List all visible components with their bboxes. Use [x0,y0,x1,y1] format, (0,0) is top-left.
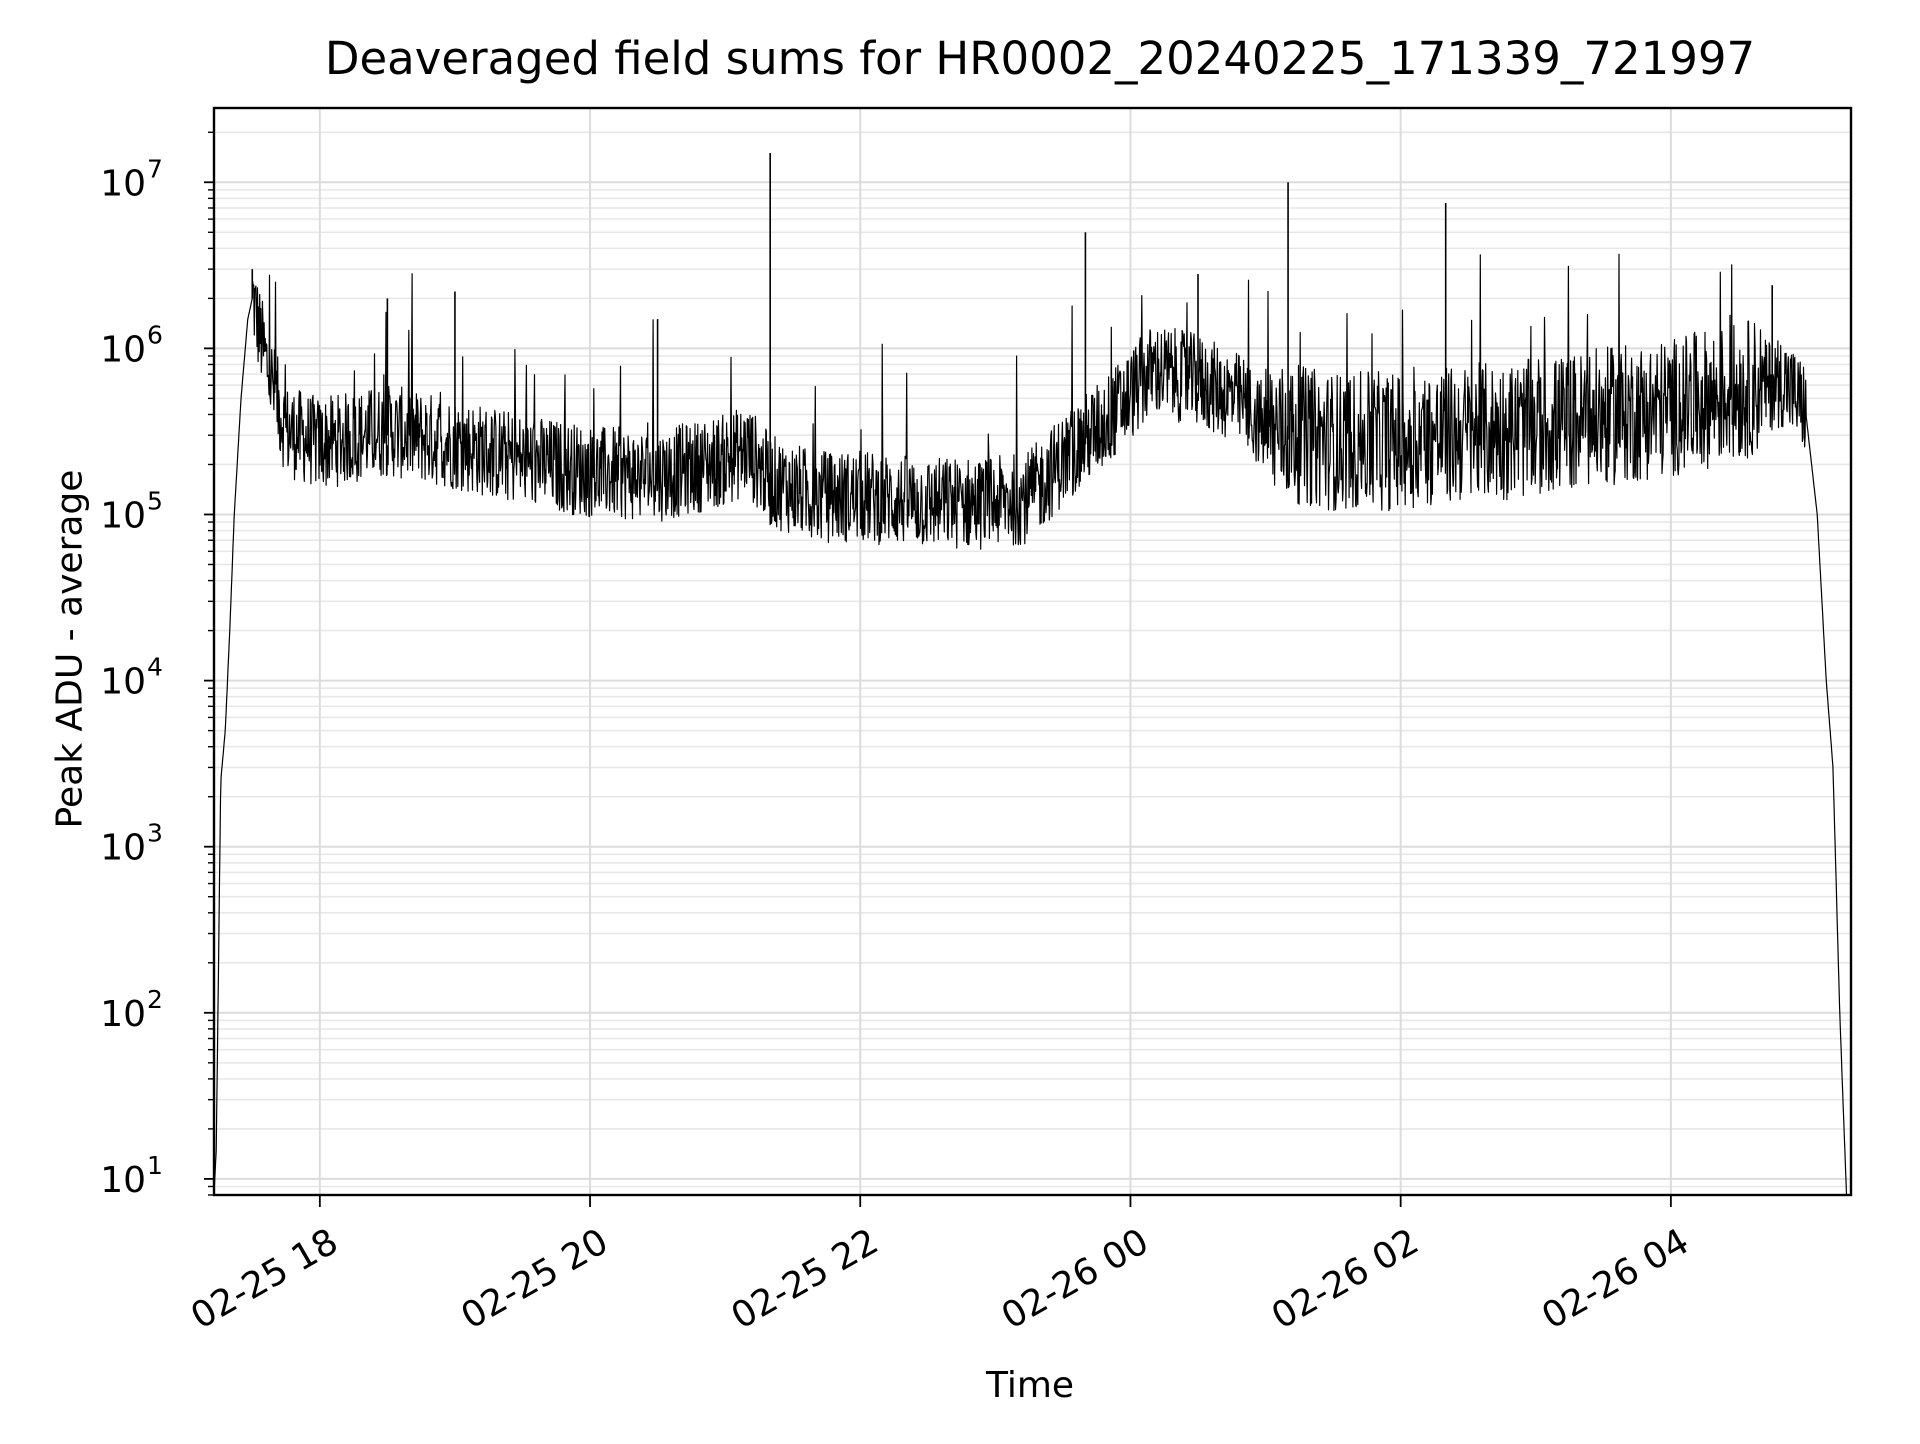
y-tick-exponent: 3 [147,819,163,848]
y-tick-label: 10 [100,495,146,536]
x-tick-label: 02-25 20 [454,1221,615,1337]
y-tick-exponent: 5 [147,486,163,515]
y-axis-label: Peak ADU - average [49,469,91,829]
y-tick-label: 10 [100,662,146,703]
x-tick-label: 02-26 02 [1265,1221,1426,1337]
series-line [213,253,1848,1196]
y-tick-label: 10 [100,329,146,370]
chart-title: Deaveraged field sums for HR0002_2024022… [324,32,1756,85]
y-tick-label: 10 [100,163,146,204]
x-tick-label: 02-26 04 [1535,1221,1696,1337]
y-tick-exponent: 7 [147,154,163,183]
y-tick-exponent: 6 [147,320,163,349]
y-tick-label: 10 [100,828,146,869]
x-tick-label: 02-25 18 [184,1221,345,1337]
y-tick-exponent: 1 [147,1151,163,1180]
x-tick-label: 02-26 00 [995,1221,1156,1337]
y-tick-label: 10 [100,994,146,1035]
x-axis-label: Time [985,1365,1075,1406]
y-tick-exponent: 2 [147,985,163,1014]
y-tick-label: 10 [100,1160,146,1201]
x-tick-label: 02-25 22 [725,1221,886,1337]
y-tick-exponent: 4 [147,653,163,682]
axes-frame [212,106,1853,1197]
